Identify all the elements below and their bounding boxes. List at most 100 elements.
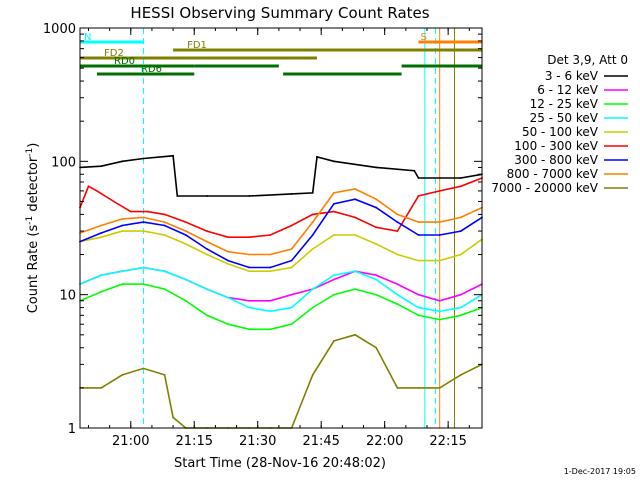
legend-label-1: 3 - 6 keV bbox=[545, 69, 599, 83]
data-point-8-6 bbox=[184, 230, 187, 232]
data-point-4-13 bbox=[332, 274, 335, 277]
data-point-7-3 bbox=[121, 224, 124, 227]
y-axis-label-superscript: -1 bbox=[25, 216, 35, 225]
legend-label-3: 12 - 25 keV bbox=[530, 97, 599, 111]
data-point-2-17 bbox=[417, 293, 420, 296]
data-point-6-15 bbox=[332, 210, 335, 213]
data-point-6-10 bbox=[227, 236, 230, 239]
data-point-6-5 bbox=[129, 210, 132, 213]
data-point-1-8 bbox=[248, 195, 251, 197]
data-point-5-5 bbox=[163, 234, 166, 236]
data-point-9-16 bbox=[375, 346, 378, 349]
data-point-8-13 bbox=[332, 191, 335, 194]
data-point-8-12 bbox=[311, 221, 314, 224]
data-point-5-13 bbox=[332, 234, 335, 236]
data-point-5-8 bbox=[227, 263, 230, 265]
y-axis-label-part: detector bbox=[26, 156, 41, 216]
data-point-3-10 bbox=[269, 328, 272, 331]
data-point-3-13 bbox=[332, 293, 335, 296]
data-point-6-9 bbox=[206, 230, 208, 232]
data-point-8-14 bbox=[354, 188, 356, 190]
data-point-8-2 bbox=[100, 224, 103, 227]
data-point-7-11 bbox=[290, 259, 293, 262]
y-axis-label-superscript: -1 bbox=[25, 148, 35, 157]
y-tick-label-3: 100 bbox=[51, 155, 76, 170]
data-point-9-3 bbox=[121, 374, 124, 376]
data-point-8-4 bbox=[142, 216, 145, 219]
data-point-4-11 bbox=[290, 306, 293, 309]
data-point-1-9 bbox=[290, 192, 293, 195]
series-line-4 bbox=[79, 266, 483, 313]
data-point-7-9 bbox=[248, 266, 251, 269]
series-line-5 bbox=[79, 230, 483, 273]
data-point-3-7 bbox=[206, 314, 208, 317]
data-point-6-8 bbox=[184, 221, 187, 224]
data-point-2-10 bbox=[269, 299, 272, 302]
footer-timestamp: 1-Dec-2017 19:05 bbox=[564, 467, 636, 476]
data-point-5-10 bbox=[269, 270, 272, 273]
data-point-1-2 bbox=[100, 165, 103, 168]
data-point-6-12 bbox=[269, 234, 272, 236]
data-point-4-18 bbox=[438, 310, 441, 313]
legend-label-7: 300 - 800 keV bbox=[514, 153, 598, 167]
legend-label-9: 7000 - 20000 keV bbox=[491, 181, 598, 195]
legend-label-5: 50 - 100 keV bbox=[522, 125, 599, 139]
y-tick-label-2: 10 bbox=[59, 289, 76, 304]
data-point-1-15 bbox=[417, 177, 420, 179]
data-point-4-9 bbox=[248, 306, 251, 309]
data-point-1-11 bbox=[316, 155, 318, 158]
data-point-7-19 bbox=[459, 230, 462, 232]
data-point-7-4 bbox=[142, 221, 145, 224]
data-point-3-14 bbox=[354, 288, 356, 291]
data-point-3-19 bbox=[459, 314, 462, 317]
series-line-8 bbox=[79, 188, 483, 256]
data-point-8-15 bbox=[375, 198, 378, 201]
data-point-3-6 bbox=[184, 299, 187, 302]
legend-label-4: 25 - 50 keV bbox=[530, 111, 599, 125]
data-point-2-19 bbox=[459, 293, 462, 296]
data-point-2-11 bbox=[290, 293, 293, 296]
data-point-3-17 bbox=[417, 314, 420, 317]
data-point-6-14 bbox=[311, 213, 314, 216]
y-axis-label-part: Count Rate (s bbox=[26, 225, 41, 314]
data-point-3-9 bbox=[248, 328, 251, 331]
data-point-1-6 bbox=[176, 195, 179, 197]
data-point-7-7 bbox=[206, 248, 208, 250]
data-point-6-6 bbox=[146, 210, 149, 213]
data-point-6-13 bbox=[290, 224, 293, 227]
data-point-4-3 bbox=[121, 270, 124, 273]
data-point-3-18 bbox=[438, 318, 441, 321]
y-tick-label-1: 1 bbox=[68, 422, 76, 437]
data-point-9-5 bbox=[163, 374, 166, 376]
x-tick-label-6: 22:15 bbox=[429, 434, 466, 449]
x-axis-label: Start Time (28-Nov-16 20:48:02) bbox=[174, 456, 386, 471]
data-point-2-13 bbox=[332, 278, 335, 281]
data-point-2-15 bbox=[375, 274, 378, 277]
data-point-7-2 bbox=[100, 232, 103, 234]
data-point-7-8 bbox=[227, 259, 230, 262]
chart-title: HESSI Observing Summary Count Rates bbox=[130, 4, 429, 22]
data-point-8-5 bbox=[163, 221, 166, 224]
data-point-5-19 bbox=[459, 253, 462, 256]
data-point-7-12 bbox=[311, 234, 314, 236]
data-point-6-7 bbox=[163, 213, 166, 216]
data-point-3-8 bbox=[227, 323, 230, 326]
data-point-9-20 bbox=[459, 374, 462, 376]
data-point-7-15 bbox=[375, 206, 378, 209]
data-point-9-4 bbox=[142, 367, 145, 370]
data-point-7-17 bbox=[417, 234, 420, 236]
data-point-2-18 bbox=[438, 299, 441, 302]
data-point-7-18 bbox=[438, 234, 441, 236]
x-tick-label-5: 22:00 bbox=[366, 434, 403, 449]
data-point-4-8 bbox=[227, 296, 230, 299]
data-point-8-19 bbox=[459, 216, 462, 219]
series-line-1 bbox=[79, 154, 483, 197]
data-point-1-14 bbox=[413, 169, 416, 172]
data-point-6-17 bbox=[375, 226, 378, 229]
data-point-4-16 bbox=[396, 293, 399, 296]
data-point-3-3 bbox=[121, 283, 124, 286]
data-point-8-9 bbox=[248, 253, 251, 256]
